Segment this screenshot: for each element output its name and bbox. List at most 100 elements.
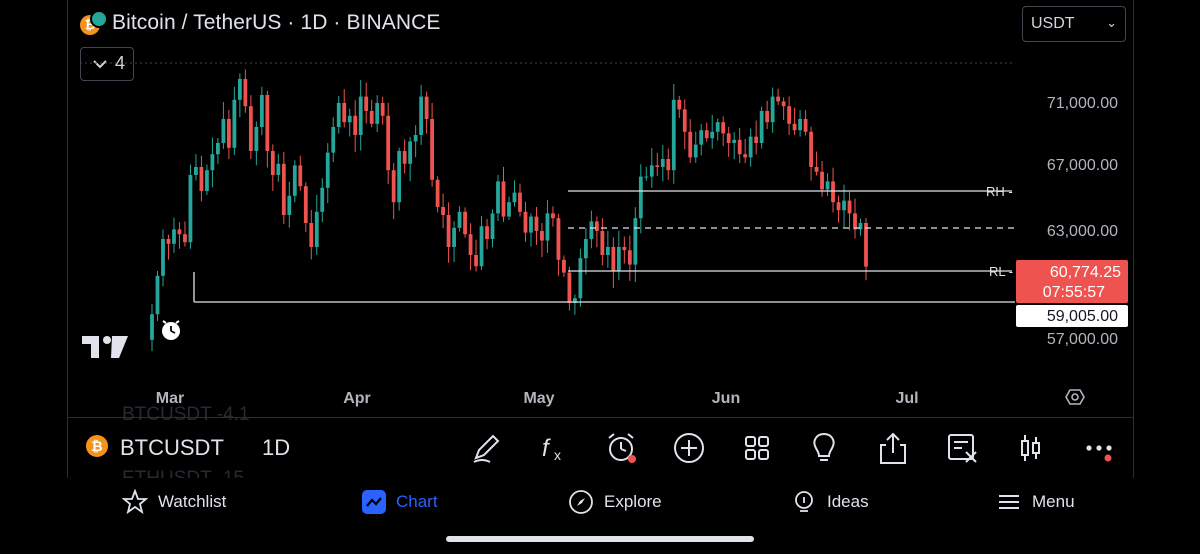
indicators-fx-icon[interactable]: f x bbox=[536, 430, 572, 466]
chart-icon bbox=[362, 490, 386, 514]
candle-body bbox=[655, 165, 660, 167]
candle-body bbox=[836, 202, 841, 211]
candle-body bbox=[259, 95, 264, 127]
candle-body bbox=[386, 115, 391, 171]
candle-body bbox=[342, 103, 347, 123]
candle-body bbox=[622, 247, 627, 251]
candle-body bbox=[781, 101, 786, 107]
candle-body bbox=[463, 211, 467, 235]
candle-body bbox=[276, 163, 281, 175]
candle-body bbox=[364, 96, 369, 111]
svg-text:f: f bbox=[542, 435, 551, 462]
toolbar-interval[interactable]: 1D bbox=[262, 435, 291, 460]
tradingview-logo-icon bbox=[82, 336, 128, 358]
candle-body bbox=[864, 223, 868, 267]
candle-body bbox=[578, 258, 583, 299]
panel-border-right bbox=[1133, 0, 1134, 478]
candle-body bbox=[424, 96, 429, 119]
candle-body bbox=[485, 226, 489, 239]
candle-body bbox=[226, 119, 231, 148]
nav-label: Menu bbox=[1032, 492, 1075, 511]
candle-body bbox=[627, 250, 632, 265]
candle-body bbox=[583, 239, 588, 259]
candle-body bbox=[391, 170, 396, 203]
candle-body bbox=[155, 275, 160, 315]
candle-body bbox=[611, 247, 616, 271]
candle-body bbox=[529, 216, 533, 233]
candle-body bbox=[567, 272, 572, 303]
candle-body bbox=[726, 133, 731, 143]
drawing-pen-icon[interactable] bbox=[468, 430, 504, 466]
candle-body bbox=[331, 127, 336, 153]
x-tick-label: Mar bbox=[156, 390, 184, 407]
layout-grid-icon[interactable] bbox=[739, 430, 775, 466]
toolbar-symbol[interactable]: BTCUSDT bbox=[120, 435, 224, 460]
candle-body bbox=[457, 211, 462, 228]
candle-body bbox=[325, 152, 330, 188]
candle-body bbox=[496, 181, 500, 214]
hamburger-menu-icon bbox=[999, 495, 1019, 509]
candle-body bbox=[441, 207, 445, 215]
candle-body bbox=[759, 111, 764, 143]
candle-body bbox=[660, 159, 665, 167]
more-options-icon[interactable] bbox=[1081, 430, 1117, 466]
candle-body bbox=[210, 154, 215, 171]
chart-settings-icon[interactable] bbox=[1065, 389, 1085, 405]
candle-body bbox=[809, 131, 813, 167]
candle-body bbox=[853, 213, 857, 230]
ideas-lightbulb-icon[interactable] bbox=[806, 430, 842, 466]
candle-body bbox=[446, 215, 451, 247]
candle-body bbox=[831, 181, 835, 203]
candle-body bbox=[562, 259, 566, 273]
chart-type-candles-icon[interactable] bbox=[1012, 430, 1048, 466]
support-price-tag bbox=[1016, 305, 1128, 327]
candle-body bbox=[150, 314, 154, 340]
candle-body bbox=[523, 211, 528, 233]
candle-body bbox=[589, 221, 594, 239]
add-plus-icon[interactable] bbox=[671, 430, 707, 466]
nav-watchlist[interactable]: Watchlist bbox=[122, 488, 226, 516]
candle-body bbox=[221, 119, 226, 143]
candle-body bbox=[205, 170, 209, 191]
nav-chart[interactable]: Chart bbox=[362, 488, 438, 516]
price-chart[interactable]: RH - RL - 71,000.00 67,000.00 63,000.00 … bbox=[0, 0, 1200, 420]
currency-value: USDT bbox=[1031, 15, 1075, 32]
y-tick-label: 71,000.00 bbox=[1047, 95, 1118, 112]
nav-explore[interactable]: Explore bbox=[568, 488, 662, 516]
symbol-title[interactable]: Bitcoin / TetherUS · 1D · BINANCE bbox=[112, 11, 441, 34]
candle-body bbox=[770, 96, 775, 123]
currency-select[interactable]: USDT ⌄ bbox=[1022, 6, 1126, 42]
candle-body bbox=[188, 175, 193, 243]
candle-body bbox=[270, 151, 275, 175]
share-icon[interactable] bbox=[875, 430, 911, 466]
lightbulb-icon bbox=[795, 491, 813, 512]
candle-body bbox=[600, 231, 605, 255]
rl-label: RL - bbox=[989, 264, 1013, 279]
nav-menu[interactable]: Menu bbox=[996, 488, 1075, 516]
watchlist-shadow-row: BTCUSDT -4.1 bbox=[122, 404, 250, 425]
candle-body bbox=[638, 176, 643, 219]
last-price-label: 60,774.25 bbox=[1050, 264, 1121, 281]
candle-body bbox=[369, 111, 374, 124]
candle-body bbox=[172, 229, 176, 244]
order-panel-icon[interactable] bbox=[944, 430, 980, 466]
candle-body bbox=[677, 99, 682, 110]
candle-body bbox=[292, 165, 297, 196]
candle-body bbox=[616, 247, 621, 271]
candle-body bbox=[452, 227, 456, 247]
candle-body bbox=[336, 103, 341, 127]
candle-body bbox=[737, 139, 742, 155]
alert-clock-icon[interactable] bbox=[162, 320, 180, 340]
candle-body bbox=[216, 143, 220, 155]
alert-clock-icon[interactable] bbox=[604, 430, 640, 466]
indicators-toggle-button[interactable]: 4 bbox=[80, 47, 134, 81]
candle-body bbox=[402, 151, 407, 164]
candle-body bbox=[183, 234, 187, 243]
candle-body bbox=[320, 187, 325, 212]
candle-body bbox=[682, 109, 687, 132]
y-tick-label: 63,000.00 bbox=[1047, 223, 1118, 240]
candle-body bbox=[710, 131, 715, 139]
nav-ideas[interactable]: Ideas bbox=[791, 488, 869, 516]
candle-body bbox=[232, 99, 237, 148]
candle-body bbox=[468, 234, 473, 255]
